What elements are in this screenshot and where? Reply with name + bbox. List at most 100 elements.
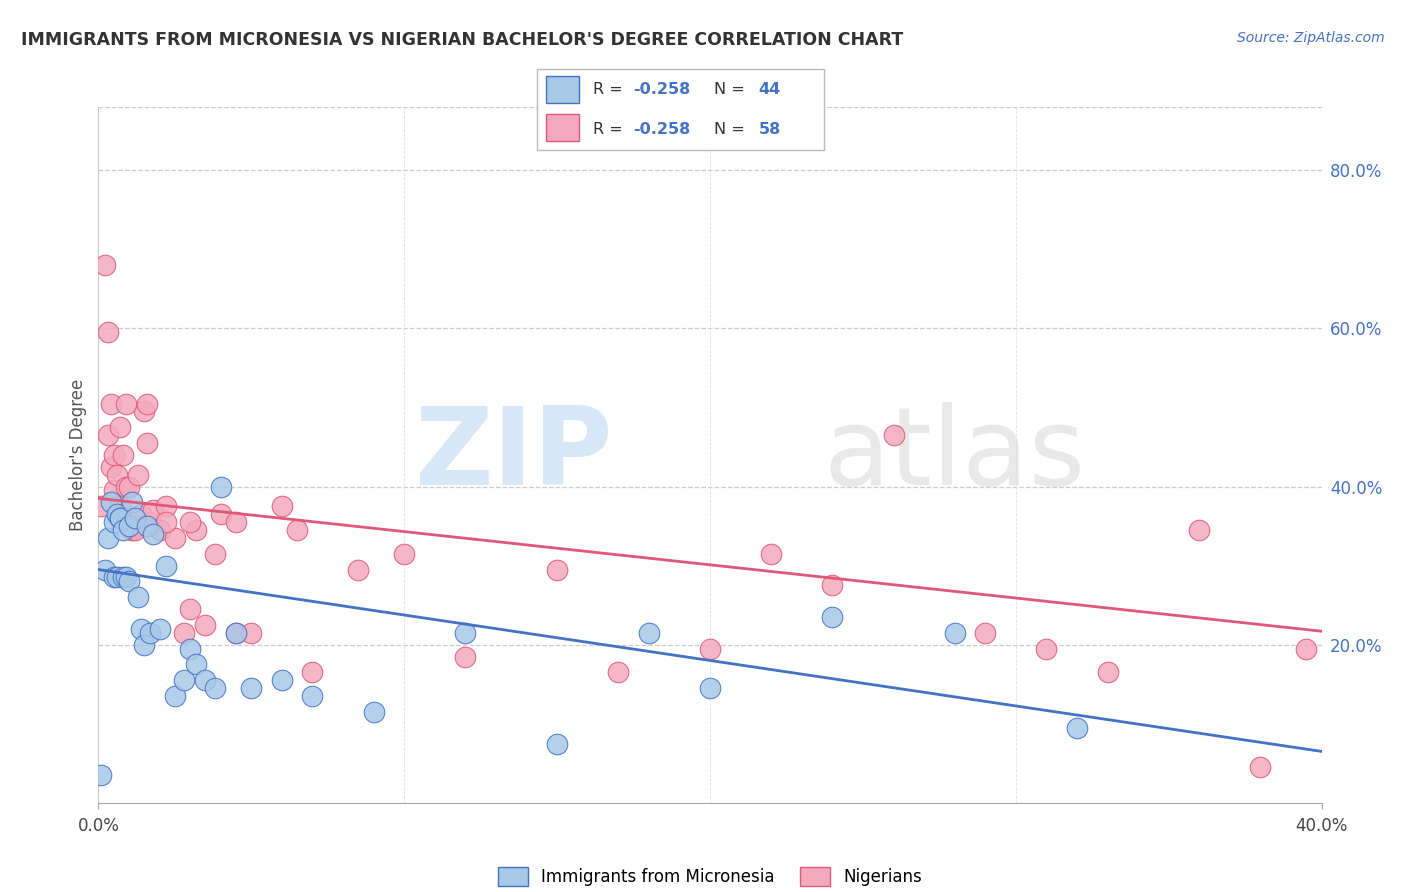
Point	[347, 563, 370, 577]
Point	[108, 511, 131, 525]
Point	[139, 515, 162, 529]
Point	[225, 515, 247, 529]
Point	[139, 625, 162, 640]
Point	[821, 610, 844, 624]
Point	[124, 519, 146, 533]
Point	[1188, 523, 1211, 537]
Point	[240, 625, 263, 640]
Point	[163, 531, 186, 545]
Legend: Immigrants from Micronesia, Nigerians: Immigrants from Micronesia, Nigerians	[492, 860, 928, 892]
Text: 58: 58	[759, 121, 780, 136]
Point	[100, 495, 122, 509]
Point	[111, 448, 134, 462]
Point	[108, 500, 131, 514]
Point	[1249, 760, 1271, 774]
Point	[186, 657, 208, 672]
Point	[1097, 665, 1119, 680]
Text: R =: R =	[593, 82, 628, 97]
Point	[173, 673, 195, 688]
FancyBboxPatch shape	[537, 69, 824, 150]
Point	[974, 625, 997, 640]
Point	[186, 523, 208, 537]
Text: N =: N =	[714, 121, 751, 136]
Text: R =: R =	[593, 121, 628, 136]
Point	[194, 618, 217, 632]
Point	[97, 326, 120, 340]
Point	[454, 649, 477, 664]
Point	[699, 681, 721, 695]
Point	[115, 396, 138, 410]
Point	[155, 515, 177, 529]
Point	[136, 436, 159, 450]
Point	[105, 570, 128, 584]
Point	[124, 523, 146, 537]
Point	[115, 570, 138, 584]
FancyBboxPatch shape	[546, 114, 579, 142]
Point	[209, 507, 232, 521]
Point	[225, 625, 247, 640]
Point	[118, 519, 141, 533]
Point	[454, 625, 477, 640]
Point	[134, 638, 156, 652]
Point	[204, 547, 226, 561]
Point	[194, 673, 217, 688]
Point	[363, 705, 385, 719]
Point	[103, 570, 125, 584]
Text: -0.258: -0.258	[633, 82, 690, 97]
Point	[821, 578, 844, 592]
Point	[173, 625, 195, 640]
Text: IMMIGRANTS FROM MICRONESIA VS NIGERIAN BACHELOR'S DEGREE CORRELATION CHART: IMMIGRANTS FROM MICRONESIA VS NIGERIAN B…	[21, 31, 903, 49]
Point	[301, 689, 323, 703]
Point	[97, 531, 120, 545]
Point	[209, 479, 232, 493]
Point	[1295, 641, 1317, 656]
Point	[270, 673, 292, 688]
Point	[103, 448, 125, 462]
Text: Source: ZipAtlas.com: Source: ZipAtlas.com	[1237, 31, 1385, 45]
Point	[179, 602, 201, 616]
Point	[285, 523, 308, 537]
Point	[204, 681, 226, 695]
Point	[105, 467, 128, 482]
Point	[142, 527, 165, 541]
Text: atlas: atlas	[824, 402, 1085, 508]
Point	[136, 519, 159, 533]
Point	[607, 665, 630, 680]
Point	[118, 511, 141, 525]
Point	[118, 479, 141, 493]
Text: N =: N =	[714, 82, 751, 97]
Point	[179, 515, 201, 529]
Point	[90, 500, 112, 514]
Point	[225, 625, 247, 640]
Point	[699, 641, 721, 656]
Point	[240, 681, 263, 695]
Point	[127, 591, 149, 605]
Point	[97, 428, 120, 442]
Point	[129, 507, 152, 521]
Point	[108, 420, 131, 434]
Point	[118, 574, 141, 589]
Point	[270, 500, 292, 514]
Point	[883, 428, 905, 442]
Point	[943, 625, 966, 640]
Point	[100, 459, 122, 474]
Point	[149, 622, 172, 636]
Point	[124, 511, 146, 525]
Point	[90, 768, 112, 782]
Point	[105, 507, 128, 521]
Point	[546, 737, 568, 751]
Point	[121, 495, 143, 509]
Point	[93, 258, 115, 272]
Point	[179, 641, 201, 656]
Point	[134, 404, 156, 418]
Text: ZIP: ZIP	[413, 402, 612, 508]
Point	[111, 570, 134, 584]
Point	[100, 396, 122, 410]
Point	[759, 547, 782, 561]
Point	[155, 558, 177, 573]
Point	[301, 665, 323, 680]
Point	[115, 479, 138, 493]
Point	[136, 396, 159, 410]
Point	[1066, 721, 1088, 735]
Text: -0.258: -0.258	[633, 121, 690, 136]
